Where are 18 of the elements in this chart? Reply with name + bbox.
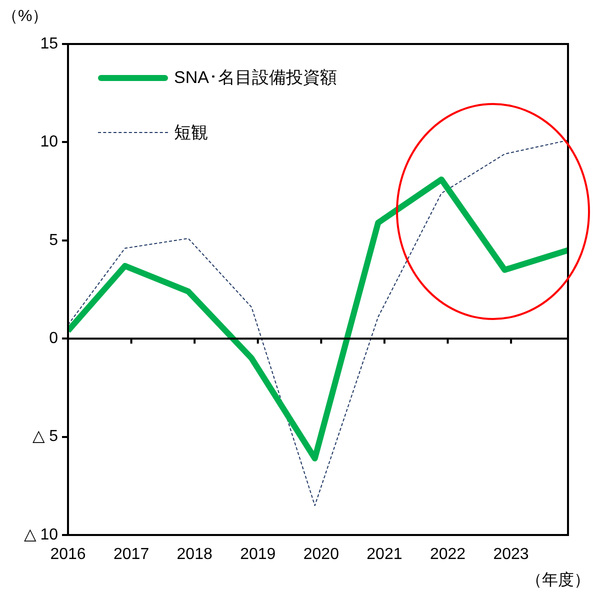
x-tick-label: 2022: [430, 546, 466, 564]
y-tick-label: 15: [40, 35, 58, 52]
y-tick-label: △ 10: [24, 526, 58, 544]
x-tick-label: 2016: [50, 546, 86, 564]
x-tick-label: 2017: [113, 546, 150, 564]
x-tick-label: 2023: [493, 546, 529, 564]
x-tick-label: 2020: [303, 546, 340, 564]
y-axis-title: （%）: [2, 7, 48, 27]
y-tick-label: 5: [49, 232, 58, 249]
y-tick-label: 10: [40, 134, 58, 151]
x-axis-title: （年度）: [526, 570, 590, 591]
x-tick-label: 2021: [366, 546, 402, 564]
y-tick-label: △ 5: [32, 428, 58, 446]
y-tick-label: 0: [49, 330, 58, 348]
legend-label: SNA･名目設備投資額: [174, 67, 337, 89]
x-tick-label: 2018: [176, 546, 212, 564]
legend-label: 短観: [174, 122, 208, 144]
x-tick-label: 2019: [240, 546, 276, 564]
